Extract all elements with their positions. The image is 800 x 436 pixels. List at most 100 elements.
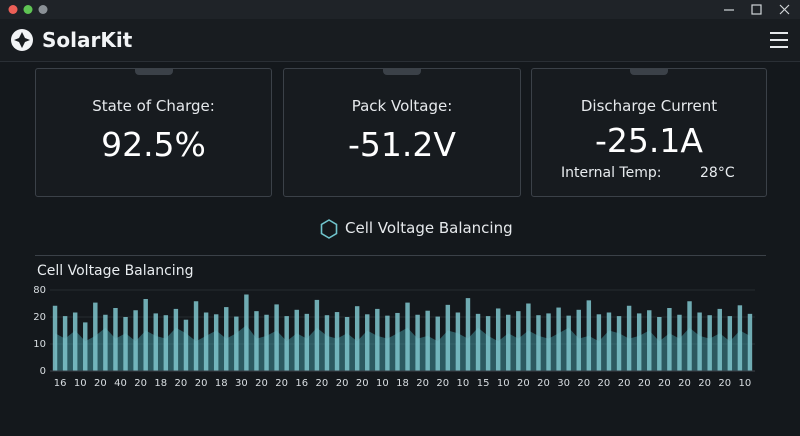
- bar: [213, 314, 219, 371]
- bar: [314, 299, 320, 371]
- x-tick-label: 18: [396, 378, 409, 389]
- bar: [103, 314, 108, 371]
- x-tick-label: 10: [457, 378, 470, 389]
- bar: [455, 312, 461, 371]
- bar: [385, 315, 390, 371]
- bar: [365, 314, 370, 371]
- bar: [203, 312, 209, 371]
- bar: [72, 312, 78, 371]
- card: Discharge Current -25.1A Internal Temp: …: [531, 68, 767, 197]
- bar: [596, 314, 602, 371]
- bar: [526, 303, 531, 371]
- maximize-button[interactable]: [751, 4, 762, 15]
- x-tick-label: 20: [436, 378, 449, 389]
- card: State of Charge: 92.5%: [35, 68, 272, 197]
- x-tick-label: 30: [235, 378, 248, 389]
- status-icon: [320, 219, 338, 239]
- bar: [435, 316, 440, 371]
- close-dot[interactable]: [8, 5, 18, 14]
- chart: Cell Voltage Balancing 0 10 20 80 16 10 20 40 20…: [33, 263, 755, 389]
- bar: [405, 302, 410, 371]
- x-tick-label: 10: [497, 378, 510, 389]
- x-tick-label: 18: [154, 378, 167, 389]
- bar: [707, 315, 712, 371]
- bar: [324, 315, 330, 371]
- window-controls: [8, 4, 790, 15]
- x-tick-label: 15: [477, 378, 490, 389]
- bar: [395, 312, 400, 371]
- bar: [677, 314, 682, 371]
- bar: [284, 316, 289, 371]
- x-tick-label: 20: [678, 378, 691, 389]
- x-tick-label: 18: [215, 378, 228, 389]
- bar: [475, 313, 481, 371]
- status: Cell Voltage Balancing: [319, 219, 513, 239]
- bar: [747, 313, 753, 371]
- x-tick-label: 20: [316, 378, 329, 389]
- header: SolarKit: [0, 19, 800, 62]
- bar: [717, 308, 722, 371]
- x-tick-label: 20: [537, 378, 550, 389]
- bar: [626, 305, 632, 371]
- bar: [556, 307, 561, 371]
- x-tick-label: 20: [658, 378, 671, 389]
- zoom-dot[interactable]: [23, 5, 33, 14]
- bar: [62, 316, 68, 371]
- x-tick-label: 20: [134, 378, 147, 389]
- bar: [495, 308, 501, 371]
- bar: [375, 308, 380, 371]
- x-tick-label: 20: [638, 378, 651, 389]
- bar: [516, 311, 521, 371]
- card-label: Discharge Current: [580, 97, 718, 115]
- x-tick-label: 20: [336, 378, 349, 389]
- bar: [244, 294, 249, 371]
- chart-title: Cell Voltage Balancing: [37, 263, 193, 279]
- bar: [52, 305, 58, 371]
- bar: [536, 315, 541, 371]
- x-tick-label: 10: [74, 378, 87, 389]
- title-bar: [0, 0, 800, 19]
- bar: [113, 308, 118, 371]
- temp-value: 28°C: [700, 165, 735, 181]
- bar: [727, 316, 733, 371]
- bar: [153, 313, 158, 371]
- bar: [163, 315, 169, 371]
- x-tick-label: 20: [698, 378, 711, 389]
- status-text: Cell Voltage Balancing: [345, 219, 513, 237]
- x-tick-label: 30: [557, 378, 570, 389]
- bar: [193, 301, 199, 371]
- bar: [697, 312, 702, 371]
- y-tick-label: 10: [33, 339, 46, 350]
- x-tick-label: 10: [739, 378, 752, 389]
- y-tick-label: 80: [33, 285, 46, 296]
- bar: [354, 306, 360, 371]
- bar: [576, 309, 581, 371]
- x-tick-label: 20: [195, 378, 208, 389]
- bar: [647, 310, 652, 371]
- bar: [687, 301, 692, 371]
- x-tick-label: 40: [114, 378, 127, 389]
- close-button[interactable]: [779, 4, 790, 15]
- x-tick-label: 16: [54, 378, 67, 389]
- x-tick-label: 20: [577, 378, 590, 389]
- bar: [304, 313, 310, 371]
- x-tick-label: 20: [175, 378, 188, 389]
- bar: [143, 299, 148, 371]
- bar: [616, 316, 622, 371]
- area: [55, 325, 750, 371]
- card-label: Pack Voltage:: [351, 97, 453, 115]
- logo: [11, 29, 33, 51]
- bar: [586, 300, 592, 371]
- bar: [294, 309, 299, 371]
- card-value: -51.2V: [348, 125, 456, 164]
- app-name: SolarKit: [42, 28, 133, 52]
- x-tick-label: 20: [275, 378, 288, 389]
- bar: [224, 307, 229, 371]
- bar: [667, 308, 672, 371]
- bar: [83, 322, 88, 371]
- card: Pack Voltage: -51.2V: [283, 68, 521, 197]
- card-value: -25.1A: [595, 121, 703, 160]
- minimize-dot[interactable]: [38, 5, 48, 14]
- x-tick-label: 16: [295, 378, 308, 389]
- menu-button[interactable]: [770, 32, 788, 48]
